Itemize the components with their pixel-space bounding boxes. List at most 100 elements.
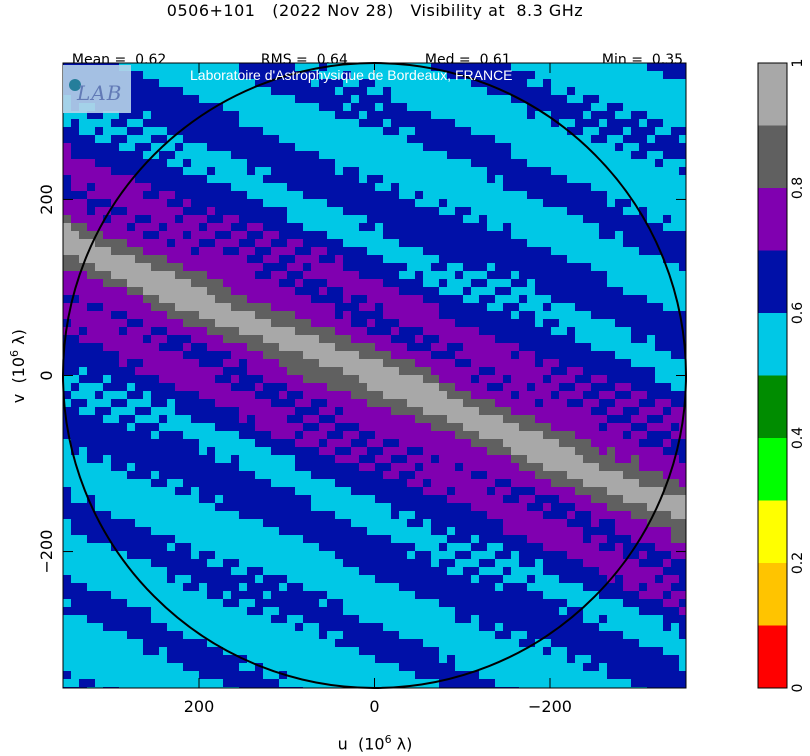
heatmap-cell [143, 439, 151, 447]
heatmap-cell [511, 215, 519, 223]
heatmap-cell [327, 71, 335, 79]
heatmap-cell [631, 143, 639, 151]
heatmap-cell [519, 71, 527, 79]
heatmap-cell [639, 343, 647, 351]
heatmap-cell [263, 415, 271, 423]
heatmap-cell [327, 367, 335, 375]
heatmap-cell [455, 415, 463, 423]
heatmap-cell [543, 287, 551, 295]
heatmap-cell [567, 127, 575, 135]
heatmap-cell [151, 95, 159, 103]
heatmap-cell [535, 295, 543, 303]
heatmap-cell [479, 479, 487, 487]
heatmap-cell [143, 479, 151, 487]
heatmap-cell [431, 199, 439, 207]
heatmap-cell [399, 295, 407, 303]
heatmap-cell [223, 311, 231, 319]
heatmap-cell [431, 535, 439, 543]
heatmap-cell [167, 447, 175, 455]
heatmap-cell [663, 303, 671, 311]
heatmap-cell [223, 359, 231, 367]
heatmap-cell [111, 431, 119, 439]
heatmap-cell [143, 79, 151, 87]
heatmap-cell [431, 119, 439, 127]
heatmap-cell [151, 303, 159, 311]
heatmap-cell [495, 263, 503, 271]
heatmap-cell [79, 503, 87, 511]
heatmap-cell [471, 87, 479, 95]
heatmap-cell [199, 535, 207, 543]
heatmap-cell [567, 551, 575, 559]
heatmap-cell [663, 375, 671, 383]
heatmap-cell [167, 479, 175, 487]
heatmap-cell [215, 119, 223, 127]
heatmap-cell [351, 567, 359, 575]
heatmap-cell [359, 223, 367, 231]
heatmap-cell [71, 383, 79, 391]
heatmap-cell [71, 503, 79, 511]
heatmap-cell [79, 159, 87, 167]
heatmap-cell [215, 271, 223, 279]
heatmap-cell [567, 191, 575, 199]
heatmap-cell [303, 215, 311, 223]
heatmap-cell [519, 567, 527, 575]
heatmap-cell [527, 543, 535, 551]
heatmap-cell [471, 519, 479, 527]
heatmap-cell [455, 263, 463, 271]
heatmap-cell [511, 455, 519, 463]
heatmap-cell [207, 335, 215, 343]
heatmap-cell [543, 175, 551, 183]
heatmap-cell [175, 175, 183, 183]
heatmap-cell [511, 335, 519, 343]
heatmap-cell [479, 495, 487, 503]
heatmap-cell [479, 351, 487, 359]
heatmap-cell [103, 471, 111, 479]
heatmap-cell [95, 119, 103, 127]
heatmap-cell [583, 399, 591, 407]
heatmap-cell [223, 127, 231, 135]
heatmap-cell [455, 559, 463, 567]
heatmap-cell [263, 271, 271, 279]
heatmap-cell [487, 511, 495, 519]
heatmap-cell [287, 527, 295, 535]
heatmap-cell [615, 559, 623, 567]
heatmap-cell [575, 295, 583, 303]
heatmap-cell [295, 279, 303, 287]
heatmap-cell [151, 479, 159, 487]
heatmap-cell [399, 487, 407, 495]
heatmap-cell [487, 407, 495, 415]
heatmap-cell [415, 207, 423, 215]
heatmap-cell [559, 143, 567, 151]
heatmap-cell [167, 79, 175, 87]
heatmap-cell [119, 271, 127, 279]
heatmap-cell [631, 343, 639, 351]
heatmap-cell [575, 319, 583, 327]
heatmap-cell [583, 103, 591, 111]
heatmap-cell [439, 551, 447, 559]
heatmap-cell [167, 503, 175, 511]
heatmap-cell [231, 159, 239, 167]
heatmap-cell [583, 567, 591, 575]
heatmap-cell [455, 167, 463, 175]
heatmap-cell [599, 439, 607, 447]
heatmap-cell [127, 87, 135, 95]
heatmap-cell [631, 535, 639, 543]
heatmap-cell [463, 455, 471, 463]
heatmap-cell [79, 559, 87, 567]
heatmap-cell [479, 63, 487, 71]
heatmap-cell [471, 95, 479, 103]
heatmap-cell [311, 319, 319, 327]
heatmap-cell [311, 143, 319, 151]
heatmap-cell [391, 159, 399, 167]
heatmap-cell [583, 247, 591, 255]
heatmap-cell [399, 367, 407, 375]
heatmap-cell [103, 215, 111, 223]
heatmap-cell [551, 503, 559, 511]
heatmap-cell [159, 375, 167, 383]
heatmap-cell [559, 135, 567, 143]
heatmap-cell [103, 511, 111, 519]
heatmap-cell [95, 295, 103, 303]
heatmap-cell [223, 559, 231, 567]
heatmap-cell [607, 223, 615, 231]
heatmap-cell [511, 183, 519, 191]
